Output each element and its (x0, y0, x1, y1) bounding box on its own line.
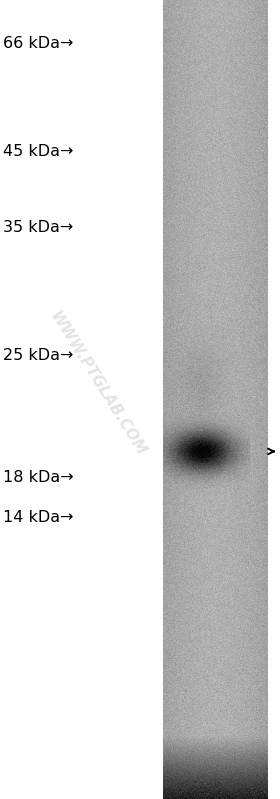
Text: 14 kDa→: 14 kDa→ (3, 511, 73, 525)
Text: 66 kDa→: 66 kDa→ (3, 37, 73, 51)
Text: 45 kDa→: 45 kDa→ (3, 145, 73, 159)
Text: 35 kDa→: 35 kDa→ (3, 221, 73, 235)
Text: 18 kDa→: 18 kDa→ (3, 471, 73, 485)
Text: 25 kDa→: 25 kDa→ (3, 348, 73, 363)
Text: WWW.PTGLAB.COM: WWW.PTGLAB.COM (47, 308, 149, 459)
